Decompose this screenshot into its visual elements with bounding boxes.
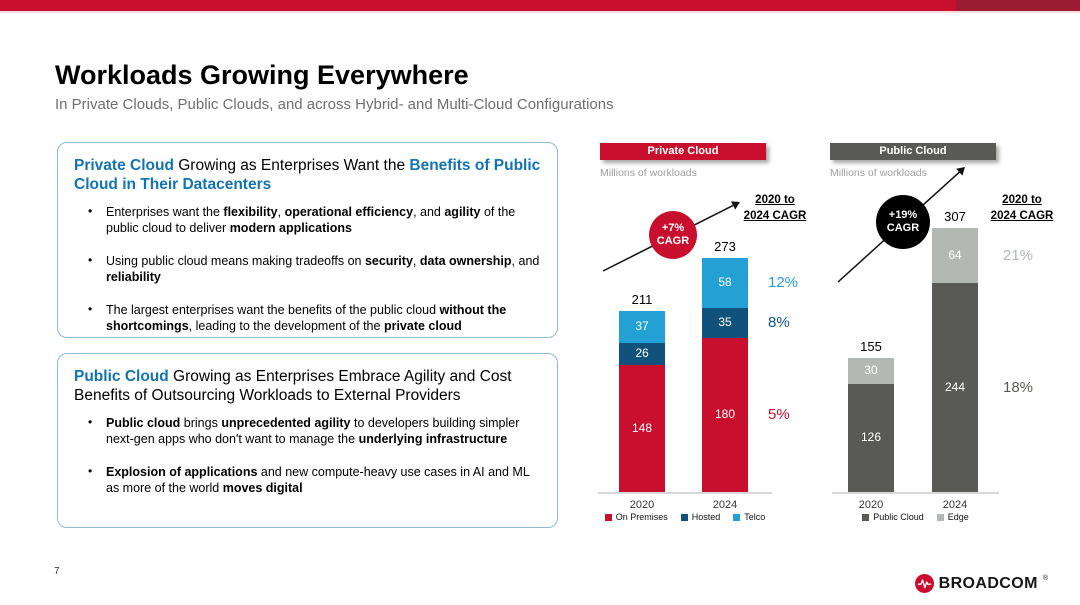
chart-header-chip: Private Cloud [600, 143, 766, 160]
legend-swatch [733, 513, 741, 521]
cagr-percent-label: 21% [1003, 246, 1034, 264]
x-axis-label: 2020 [629, 499, 655, 511]
segment-value-label: 30 [864, 363, 878, 378]
x-axis-line [598, 492, 772, 494]
legend-item: Edge [936, 512, 969, 522]
bar-segment: 64 [932, 228, 978, 284]
cagr-badge: +7% CAGR [649, 211, 697, 259]
bar-segment: 35 [702, 307, 748, 338]
bullet-item: Enterprises want the flexibility, operat… [88, 204, 541, 237]
page-subtitle: In Private Clouds, Public Clouds, and ac… [55, 96, 614, 113]
legend-swatch [680, 513, 688, 521]
cagr-percent-label: 12% [768, 274, 799, 292]
x-axis-label: 2024 [942, 499, 968, 511]
legend-label: Telco [744, 512, 766, 522]
segment-value-label: 244 [944, 379, 966, 394]
legend-item: On Premises [604, 512, 668, 522]
segment-value-label: 64 [948, 247, 962, 262]
page-number: 7 [54, 566, 60, 577]
legend-item: Telco [733, 512, 765, 522]
legend: On Premises Hosted Telco [598, 512, 772, 522]
cagr-percent-label: 5% [768, 405, 790, 423]
cagr-badge: +19% CAGR [876, 195, 930, 249]
bar-segment: 26 [619, 343, 665, 366]
bar-segment: 180 [702, 337, 748, 492]
top-accent-bar-dark-segment [956, 0, 1080, 11]
legend-label: Hosted [691, 512, 721, 522]
private-cloud-heading: Private Cloud Growing as Enterprises Wan… [74, 157, 541, 194]
segment-value-label: 26 [635, 346, 649, 361]
cagr-percent-label: 18% [1003, 378, 1034, 396]
broadcom-logo-text: BROADCOM [938, 575, 1038, 592]
private-cloud-chart: Private Cloud Millions of workloads 2020 t… [598, 140, 818, 540]
public-cloud-heading: Public Cloud Growing as Enterprises Embr… [74, 368, 512, 405]
legend-item: Public Cloud [862, 512, 924, 522]
x-axis-label: 2020 [858, 499, 884, 511]
cagr-column-header: 2020 to 2024 CAGR [743, 194, 807, 222]
units-label: Millions of workloads [830, 167, 927, 179]
public-cloud-bullet-list: Public cloud brings unprecedented agilit… [58, 415, 557, 497]
bullet-item: Explosion of applications and new comput… [88, 464, 541, 497]
registered-mark: ® [1042, 575, 1048, 582]
broadcom-pulse-icon [914, 574, 934, 593]
page-title: Workloads Growing Everywhere [55, 60, 469, 90]
bar-segment: 30 [848, 358, 894, 385]
segment-value-label: 180 [714, 406, 736, 421]
bullet-item: The largest enterprises want the benefit… [88, 302, 541, 335]
cagr-percent-label: 8% [768, 313, 790, 331]
cagr-column-header: 2020 to 2024 CAGR [990, 194, 1054, 222]
x-axis-label: 2024 [712, 499, 738, 511]
legend-label: On Premises [615, 512, 668, 522]
units-label: Millions of workloads [600, 167, 697, 179]
x-axis-line [832, 492, 999, 494]
bar-segment: 37 [619, 311, 665, 344]
legend-swatch [936, 513, 944, 521]
bullet-item: Using public cloud means making tradeoff… [88, 253, 541, 286]
legend: Public Cloud Edge [832, 512, 999, 522]
bar-segment: 126 [848, 384, 894, 492]
legend-item: Hosted [680, 512, 721, 522]
private-cloud-textbox: Private Cloud Growing as Enterprises Wan… [57, 142, 558, 338]
top-accent-bar [0, 0, 1080, 11]
bar-total-label: 211 [631, 292, 653, 308]
legend-label: Edge [947, 512, 969, 522]
bar-segment: 244 [932, 283, 978, 492]
segment-value-label: 35 [718, 314, 732, 329]
bar-segment: 58 [702, 258, 748, 308]
bar-total-label: 273 [714, 239, 736, 255]
bullet-item: Public cloud brings unprecedented agilit… [88, 415, 541, 448]
public-cloud-chart: Public Cloud Millions of workloads 2020 to… [830, 140, 1080, 540]
bar-segment: 148 [619, 365, 665, 492]
private-cloud-bullet-list: Enterprises want the flexibility, operat… [58, 204, 557, 335]
legend-label: Public Cloud [873, 512, 924, 522]
top-accent-underline [0, 11, 1080, 13]
segment-value-label: 37 [635, 319, 649, 334]
legend-swatch [862, 513, 870, 521]
segment-value-label: 126 [860, 430, 882, 445]
public-cloud-textbox: Public Cloud Growing as Enterprises Embr… [57, 353, 558, 528]
segment-value-label: 58 [718, 275, 732, 290]
bar-total-label: 307 [944, 209, 966, 225]
broadcom-logo: BROADCOM ® [914, 574, 1048, 594]
segment-value-label: 148 [631, 420, 653, 435]
chart-header-chip: Public Cloud [830, 143, 996, 160]
legend-swatch [604, 513, 612, 521]
bar-total-label: 155 [860, 339, 882, 355]
